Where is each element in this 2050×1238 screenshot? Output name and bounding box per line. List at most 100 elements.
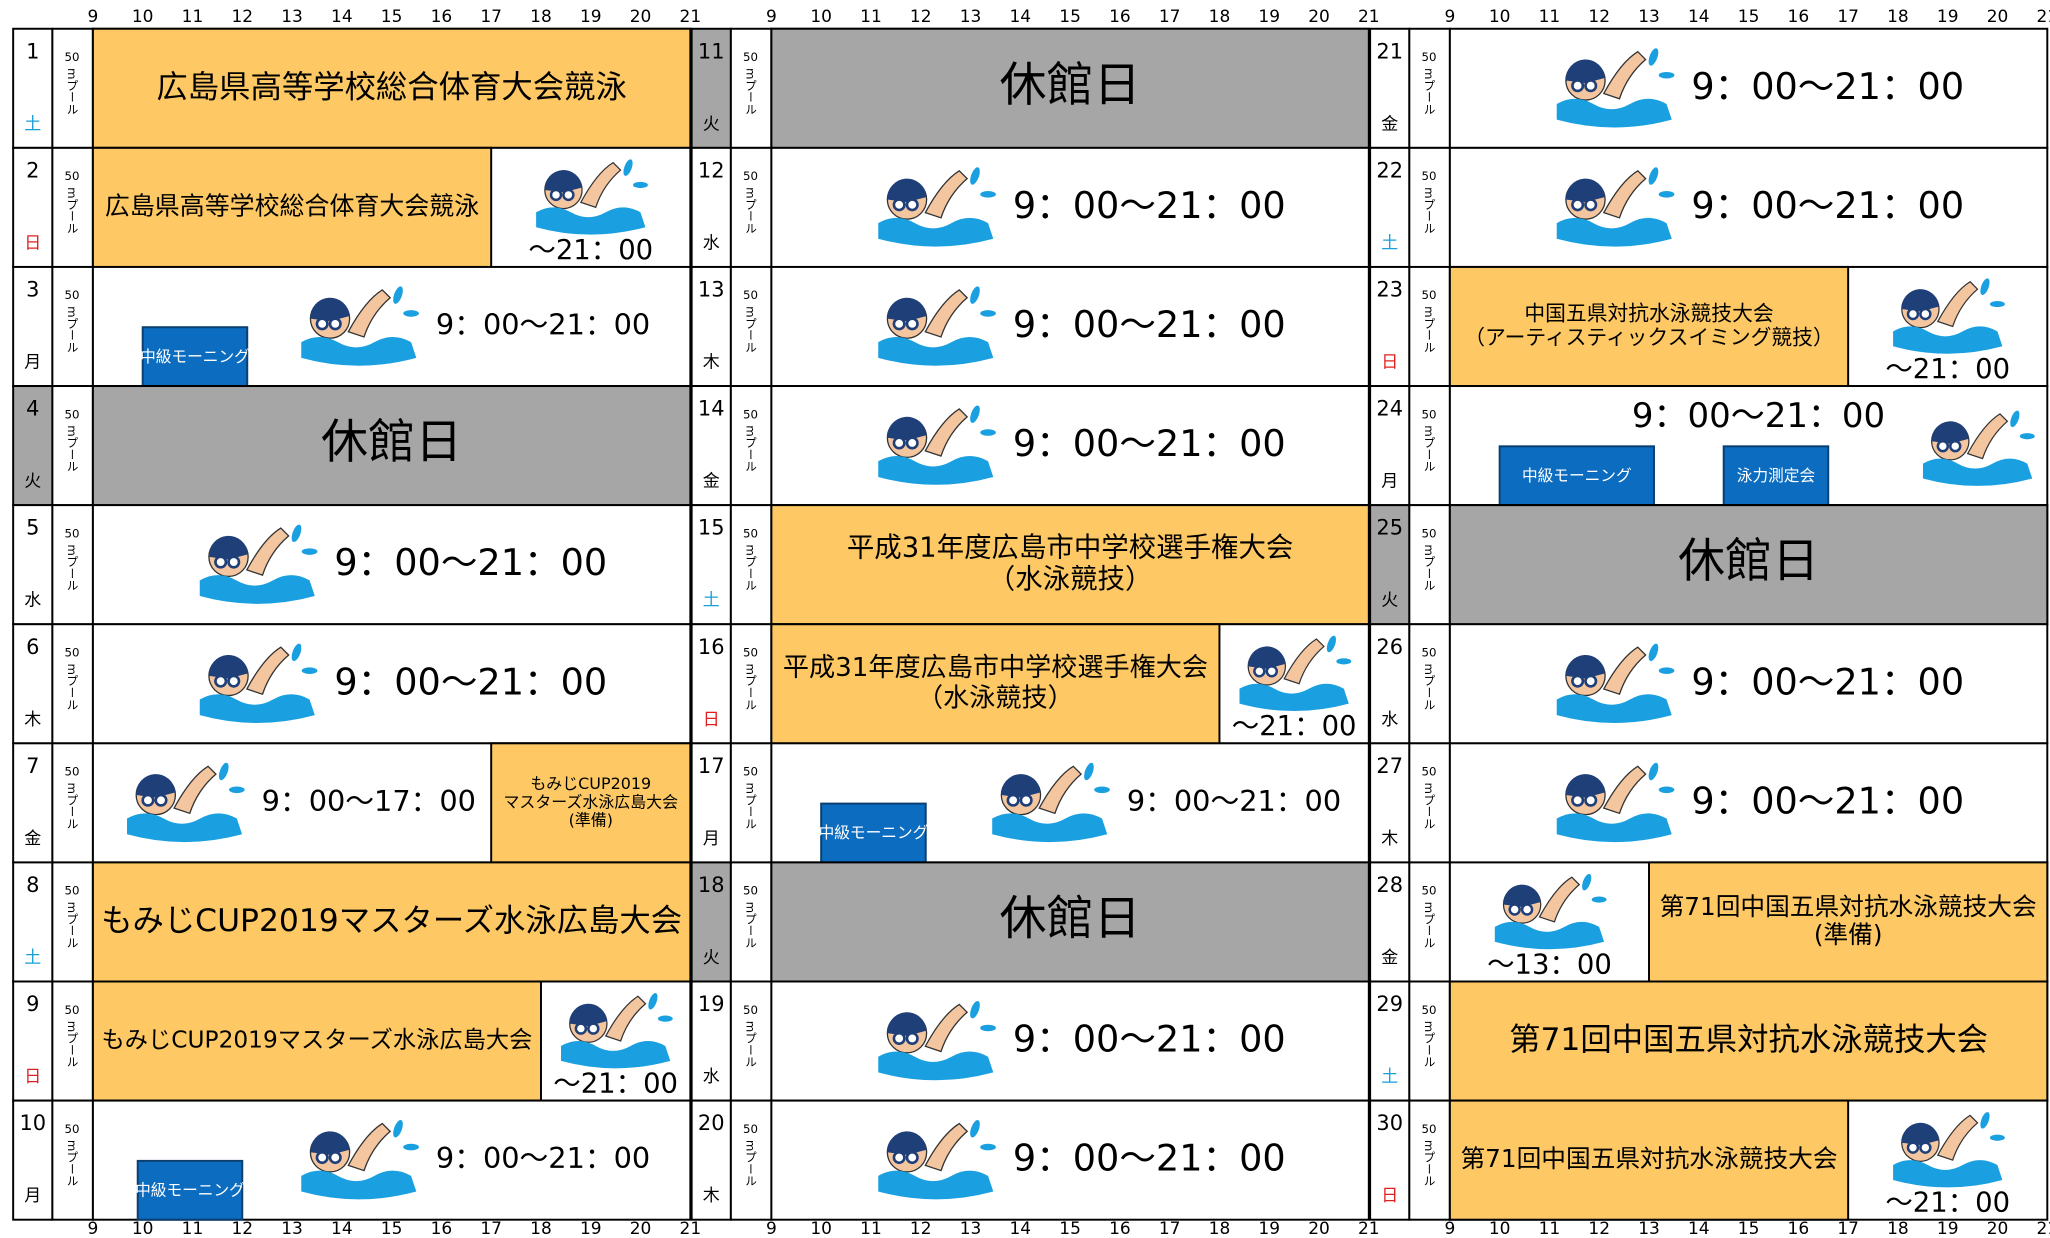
hour-label: 18 [1209,1219,1231,1238]
icon-drop [657,1015,673,1022]
icon-drop [1989,300,2005,308]
icon-goggle [549,188,563,202]
hour-label: 13 [281,1219,303,1238]
day-cell [12,27,54,149]
pool-cell [51,742,94,864]
pool-cell [51,385,94,507]
hour-label: 16 [1788,7,1810,27]
weekday: 月 [1381,472,1398,492]
weekday: 金 [1381,114,1398,134]
closed-block [770,27,1370,149]
swimmer-icon [199,524,318,604]
swimmer-icon [301,286,419,366]
open-hours: 9：00～21：00 [1013,303,1286,346]
day-cell [690,980,732,1102]
swimmer-icon [199,643,318,723]
icon-arm [924,169,969,219]
pool-unit: mプール [743,902,757,949]
program-tag [1722,445,1830,507]
icon-goggle [1520,903,1534,916]
hour-label: 10 [132,7,154,27]
swimmer-icon [536,159,648,235]
pool-number: 50 [743,765,758,779]
event-label: （水泳競技） [988,564,1153,595]
icon-drop [218,762,229,781]
hour-label: 15 [1059,7,1081,27]
icon-water [878,1051,994,1081]
hour-label: 14 [1010,7,1032,27]
weekday: 日 [24,233,41,253]
event-label: 平成31年度広島市中学校選手権大会 [847,532,1293,563]
hour-label: 9 [1444,1219,1455,1238]
pool-cell [1408,742,1451,864]
day-number: 5 [26,516,39,540]
day-cell [690,623,732,745]
icon-cap [1901,289,1940,312]
event-label: （水泳競技） [917,683,1074,713]
icon-cap [136,774,176,798]
icon-drop [291,524,302,543]
pool-unit: mプール [65,187,79,234]
weekday: 火 [24,472,41,492]
icon-drop [970,1000,980,1019]
hour-label: 19 [1258,7,1280,27]
timeline-cell [770,146,1370,268]
hour-label: 13 [281,7,303,27]
hour-label: 9 [766,7,777,27]
icon-cap [544,170,583,193]
hour-label: 18 [530,1219,552,1238]
pool-unit: mプール [1422,783,1436,830]
icon-water [1922,458,2033,486]
open-hours: 9：00～17：00 [262,784,476,818]
pool-unit: mプール [743,68,757,115]
icon-arm [1038,765,1083,815]
event-label: 第71回中国五県対抗水泳競技大会 [1509,1022,1988,1058]
icon-drop [2019,433,2035,440]
day-number: 4 [26,397,39,421]
hour-label: 10 [1489,1219,1511,1238]
icon-cap [310,1131,350,1155]
hour-label: 16 [1109,7,1131,27]
icon-goggle [905,436,919,450]
icon-arm [1602,646,1647,696]
program-tag [136,1159,244,1221]
weekday: 土 [703,591,720,611]
program-tag-label: 泳力測定会 [1737,466,1816,485]
icon-drop [980,1143,996,1151]
hour-label: 19 [580,7,602,27]
hour-label: 18 [1887,7,1909,27]
hour-label: 16 [1788,1219,1810,1238]
day-cell [12,265,54,388]
day-number: 13 [698,277,725,301]
open-hours: ～21：00 [1232,711,1357,742]
icon-goggle [227,674,241,688]
icon-drop [970,167,980,185]
hour-label: 15 [381,1219,403,1238]
event-label: 第71回中国五県対抗水泳競技大会 [1660,892,2037,921]
closed-label: 休館日 [1000,891,1141,946]
icon-goggle [1906,307,1920,321]
pool-number: 50 [743,407,758,421]
day-cell [690,1099,732,1221]
weekday: 土 [1381,1067,1398,1087]
closed-block [770,861,1370,983]
icon-drop [970,286,980,304]
pool-unit: mプール [65,68,79,115]
timeline-cell [770,1099,1370,1221]
open-hours: 9：00～21：00 [1691,660,1964,703]
weekday: 土 [24,948,41,968]
icon-goggle [1584,793,1598,807]
hour-label: 15 [1059,1219,1081,1238]
icon-arm [1936,1114,1979,1161]
hour-label: 19 [1258,1219,1280,1238]
pool-cell [1408,980,1451,1102]
pool-cell [51,27,94,149]
weekday: 水 [703,1067,720,1087]
icon-goggle [905,1031,919,1045]
icon-goggle [587,1022,600,1035]
weekday: 火 [703,114,720,134]
pool-number: 50 [1421,765,1436,779]
swimmer-icon [878,405,996,485]
icon-arm [924,1003,969,1053]
